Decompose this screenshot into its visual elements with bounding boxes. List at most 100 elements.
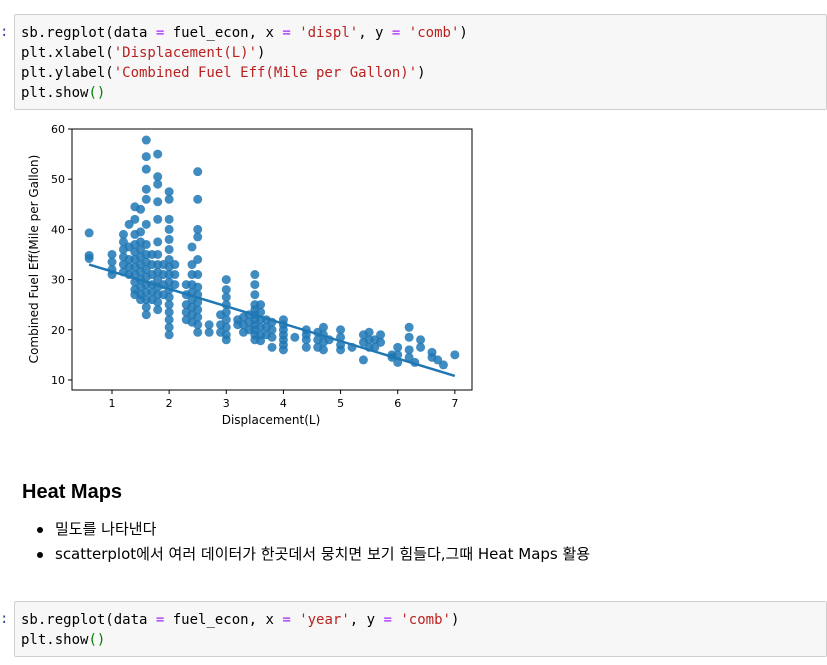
x-tick-label: 7	[451, 397, 458, 410]
y-tick-label: 60	[51, 123, 65, 136]
scatter-point	[336, 345, 346, 355]
code-token: =	[391, 25, 401, 41]
code-line: sb.regplot(data = fuel_econ, x = 'year',…	[21, 610, 820, 630]
code-token: )	[459, 25, 468, 41]
scatter-point	[376, 337, 386, 347]
scatter-point	[416, 335, 426, 345]
scatter-point	[141, 184, 151, 194]
scatter-point	[318, 322, 328, 332]
code-token: 'Combined Fuel Eff(Mile per Gallon)'	[113, 65, 418, 81]
scatter-point	[256, 336, 266, 346]
scatter-point	[204, 320, 214, 330]
scatter-point	[164, 307, 174, 317]
scatter-point	[164, 292, 174, 302]
code-line: plt.show()	[21, 630, 820, 650]
scatter-point	[118, 229, 128, 239]
scatter-point	[193, 297, 203, 307]
code-token: )	[417, 65, 426, 81]
scatter-point	[193, 320, 203, 330]
scatter-point	[278, 345, 288, 355]
scatter-point	[170, 270, 180, 280]
code-token: sb.regplot(data	[21, 612, 156, 628]
code-token: plt.ylabel(	[21, 65, 114, 81]
scatter-point	[141, 310, 151, 320]
code-token: =	[282, 25, 291, 41]
scatter-point	[193, 270, 203, 280]
code-token: 'comb'	[400, 612, 451, 628]
scatter-point	[84, 228, 94, 238]
regression-line	[88, 263, 456, 378]
code-cell[interactable]: sb.regplot(data = fuel_econ, x = 'year',…	[14, 601, 827, 657]
scatter-point	[153, 305, 163, 315]
scatter-point	[250, 280, 260, 290]
code-token	[291, 612, 299, 628]
code-token: =	[383, 612, 392, 628]
scatter-point	[267, 332, 277, 342]
scatter-point	[256, 300, 266, 310]
code-token: ()	[88, 85, 106, 101]
scatter-point	[164, 234, 174, 244]
list-item: 밀도를 나타낸다	[34, 517, 590, 542]
scatter-point	[164, 194, 174, 204]
scatter-point	[153, 172, 163, 182]
scatter-point	[164, 224, 174, 234]
code-line: plt.ylabel('Combined Fuel Eff(Mile per G…	[21, 63, 820, 83]
scatter-point	[256, 307, 266, 317]
x-tick-label: 6	[394, 397, 401, 410]
code-line: plt.xlabel('Displacement(L)')	[21, 43, 820, 63]
code-token: ()	[88, 632, 106, 648]
y-tick-label: 20	[51, 324, 65, 337]
scatter-point	[136, 227, 146, 237]
x-tick-label: 3	[223, 397, 230, 410]
scatter-point	[193, 327, 203, 337]
scatter-point	[153, 297, 163, 307]
scatter-point	[290, 332, 300, 342]
code-token: , y	[358, 25, 392, 41]
scatter-point	[107, 257, 117, 267]
scatter-point	[193, 282, 203, 292]
scatter-point	[164, 330, 174, 340]
code-token: plt.show	[21, 632, 89, 648]
section-heading: Heat Maps	[22, 481, 123, 503]
scatter-point	[136, 204, 146, 214]
x-tick-label: 5	[337, 397, 344, 410]
x-tick-label: 4	[280, 397, 287, 410]
scatter-point	[193, 194, 203, 204]
code-token: =	[282, 612, 291, 628]
scatter-point	[107, 249, 117, 259]
scatter-point	[164, 322, 174, 332]
code-token: 'comb'	[408, 25, 460, 41]
x-tick-label: 2	[166, 397, 173, 410]
scatter-point	[221, 292, 231, 302]
bullet-list: 밀도를 나타낸다 scatterplot에서 여러 데이터가 한곳데서 뭉치면 …	[34, 517, 590, 567]
x-axis-label: Displacement(L)	[222, 413, 321, 427]
y-tick-label: 50	[51, 173, 65, 186]
code-token: 'displ'	[299, 25, 359, 41]
scatter-point	[416, 342, 426, 352]
scatter-point	[153, 214, 163, 224]
scatter-point	[250, 270, 260, 280]
scatter-point	[193, 167, 203, 177]
code-cell[interactable]: sb.regplot(data = fuel_econ, x = 'displ'…	[14, 14, 827, 110]
scatter-point	[141, 302, 151, 312]
y-tick-label: 10	[51, 374, 65, 387]
y-tick-label: 30	[51, 274, 65, 287]
code-token: )	[450, 612, 460, 628]
code-token: 'year'	[299, 612, 350, 628]
scatter-point	[170, 280, 180, 290]
scatter-point	[84, 253, 94, 263]
scatter-point	[450, 350, 460, 360]
scatter-point	[153, 179, 163, 189]
code-line: plt.show()	[21, 83, 820, 103]
code-token: plt.show	[21, 85, 89, 101]
scatter-point	[164, 315, 174, 325]
scatter-point	[221, 315, 231, 325]
scatter-point	[153, 149, 163, 159]
scatter-point	[404, 345, 414, 355]
scatter-point	[221, 307, 231, 317]
scatter-point	[141, 194, 151, 204]
y-axis-label: Combined Fuel Eff(Mile per Gallon)	[27, 155, 41, 364]
scatter-point	[364, 327, 374, 337]
scatter-point	[193, 312, 203, 322]
scatter-point	[141, 239, 151, 249]
